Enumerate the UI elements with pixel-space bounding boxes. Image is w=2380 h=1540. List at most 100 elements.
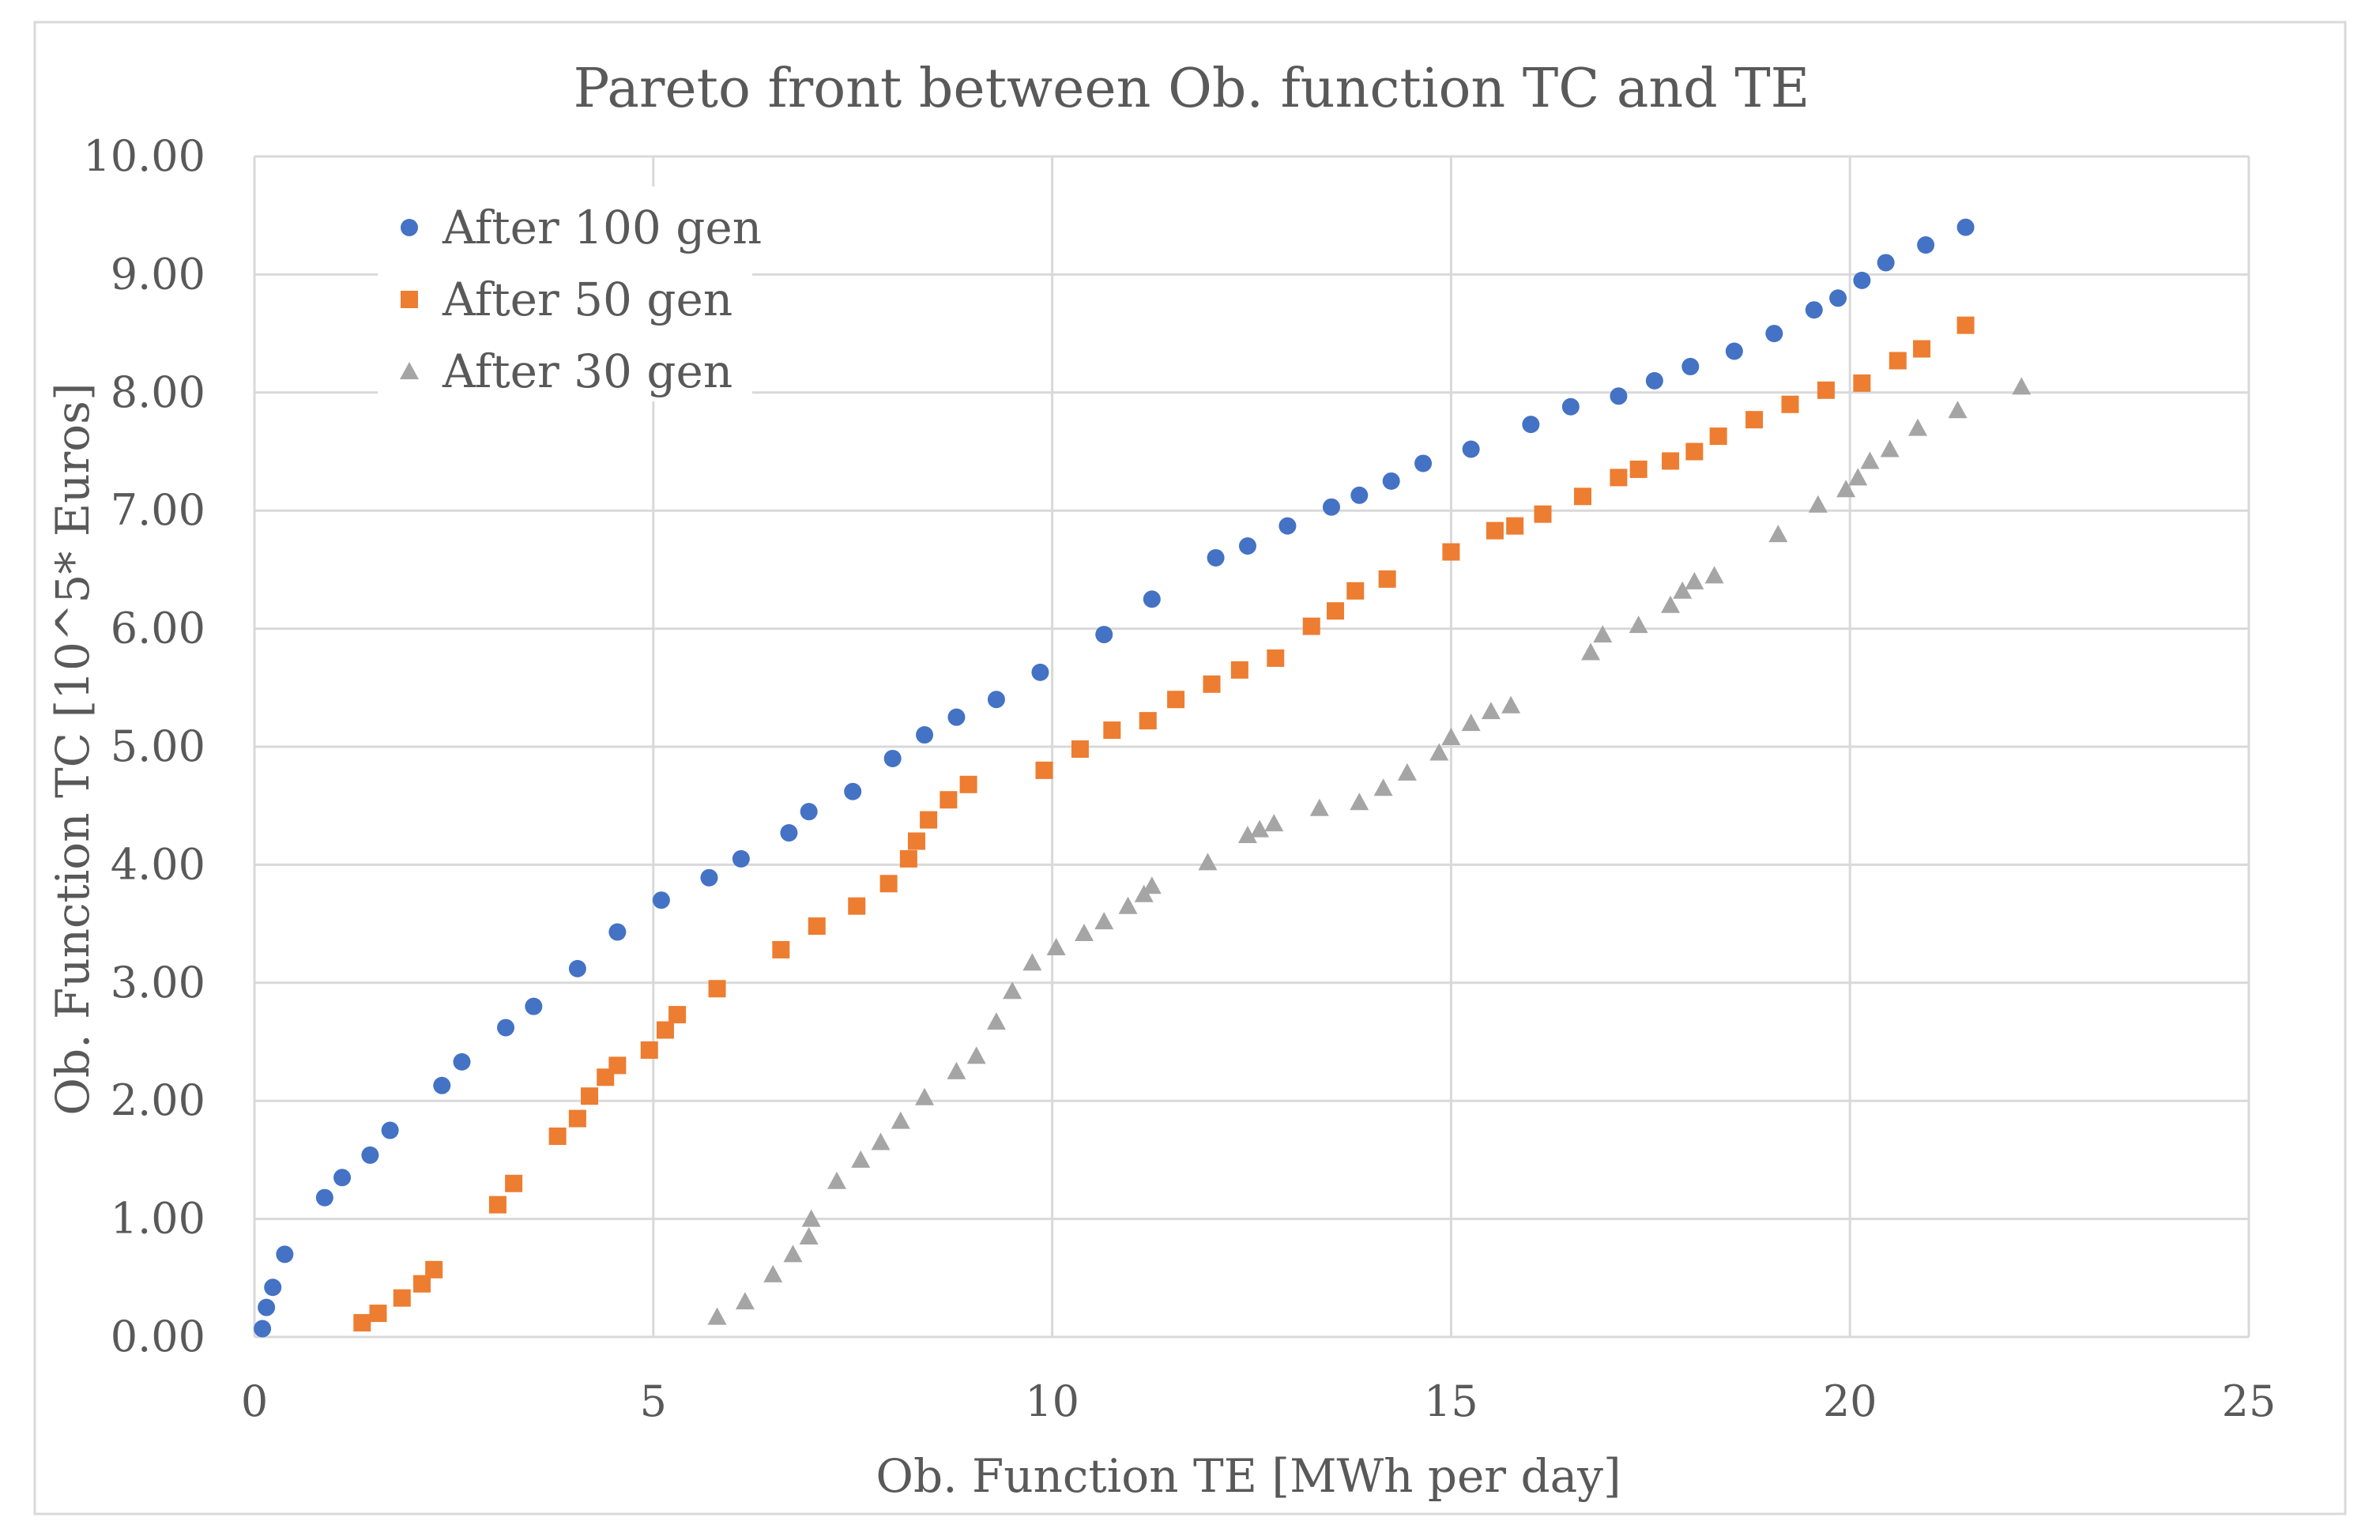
y-axis-ticks: 0.00 1.00 2.00 3.00 4.00 5.00 6.00 7.00 8.00 9.00…: [83, 131, 205, 1361]
legend-label: After 50 gen: [442, 273, 732, 326]
data-point: [1143, 590, 1161, 608]
data-point: [708, 980, 726, 998]
data-point: [1046, 937, 1066, 955]
x-axis-label: Ob. Function TE [MWh per day]: [876, 1449, 1621, 1503]
data-point: [915, 1087, 935, 1105]
data-point: [608, 1056, 627, 1075]
data-point: [1829, 289, 1847, 307]
data-point: [1661, 595, 1681, 613]
data-point: [1103, 721, 1121, 740]
data-point: [1322, 498, 1340, 516]
data-point: [640, 1041, 658, 1059]
legend-label: After 100 gen: [442, 201, 762, 254]
y-tick-label: 9.00: [111, 249, 205, 299]
y-tick-label: 5.00: [111, 721, 205, 771]
data-point: [966, 1046, 986, 1064]
data-point: [1853, 374, 1871, 392]
data-point: [1506, 517, 1524, 535]
data-point: [1561, 397, 1580, 416]
y-tick-label: 2.00: [111, 1075, 205, 1125]
data-point: [1956, 316, 1975, 334]
data-point: [959, 775, 977, 793]
series-3: [707, 377, 2032, 1325]
data-point: [1461, 714, 1481, 732]
data-point: [1673, 581, 1693, 599]
data-point: [258, 1298, 276, 1316]
data-point: [871, 1132, 891, 1150]
y-tick-label: 1.00: [111, 1194, 205, 1244]
legend-marker: [400, 362, 419, 379]
x-tick-label: 20: [1823, 1376, 1877, 1426]
data-point: [353, 1314, 371, 1332]
data-point: [1035, 761, 1053, 779]
data-point: [1250, 819, 1270, 838]
data-point: [1781, 395, 1799, 413]
data-point: [1889, 352, 1907, 370]
data-point: [827, 1171, 847, 1189]
data-point: [1836, 480, 1856, 498]
legend: After 100 gen After 50 gen After 30 gen: [378, 186, 762, 401]
data-point: [1442, 543, 1460, 561]
data-point: [333, 1169, 352, 1187]
data-point: [1534, 505, 1552, 523]
data-point: [1808, 495, 1828, 513]
data-point: [1378, 570, 1396, 588]
y-tick-label: 8.00: [111, 367, 205, 417]
data-point: [1397, 762, 1417, 781]
data-point: [735, 1292, 755, 1310]
data-point: [1350, 486, 1369, 504]
data-point: [1346, 582, 1365, 600]
data-point: [899, 849, 917, 868]
data-point: [668, 1006, 687, 1024]
data-point: [808, 917, 826, 936]
data-point: [801, 1209, 821, 1227]
legend-background: [378, 186, 752, 401]
data-point: [1610, 387, 1628, 405]
data-point: [1118, 896, 1138, 914]
data-point: [608, 923, 627, 941]
data-point: [763, 1264, 783, 1282]
legend-marker: [401, 219, 418, 236]
data-point: [1573, 488, 1591, 506]
series-layer: [254, 218, 2032, 1338]
data-point: [1662, 452, 1680, 470]
data-point: [1094, 912, 1114, 930]
data-point: [1237, 826, 1257, 844]
data-point: [700, 868, 718, 887]
data-point: [1198, 853, 1218, 871]
data-point: [264, 1278, 282, 1297]
data-point: [920, 811, 938, 829]
data-point: [848, 897, 866, 915]
data-point: [800, 803, 818, 821]
data-point: [1264, 814, 1284, 832]
data-point: [1913, 340, 1931, 358]
x-tick-label: 15: [1424, 1376, 1478, 1426]
data-point: [393, 1289, 411, 1307]
data-point: [1685, 571, 1704, 589]
data-point: [1095, 626, 1113, 644]
data-point: [947, 1061, 966, 1079]
x-tick-label: 0: [241, 1376, 268, 1426]
data-point: [1817, 381, 1835, 399]
data-point: [1350, 793, 1369, 811]
data-point: [1685, 442, 1704, 461]
data-point: [916, 726, 934, 744]
data-point: [1501, 695, 1521, 714]
data-point: [1709, 427, 1727, 446]
data-point: [783, 1244, 803, 1263]
data-point: [1142, 876, 1162, 894]
data-point: [732, 849, 750, 868]
data-point: [907, 832, 925, 850]
data-point: [879, 875, 898, 893]
data-point: [1267, 649, 1285, 667]
data-point: [1139, 712, 1157, 730]
data-point: [844, 782, 862, 800]
y-tick-label: 4.00: [111, 839, 205, 889]
x-tick-label: 5: [640, 1376, 667, 1426]
data-point: [1031, 663, 1049, 681]
data-point: [1848, 468, 1868, 486]
data-point: [987, 691, 1005, 709]
series-2: [353, 316, 1975, 1332]
data-point: [1853, 271, 1871, 289]
